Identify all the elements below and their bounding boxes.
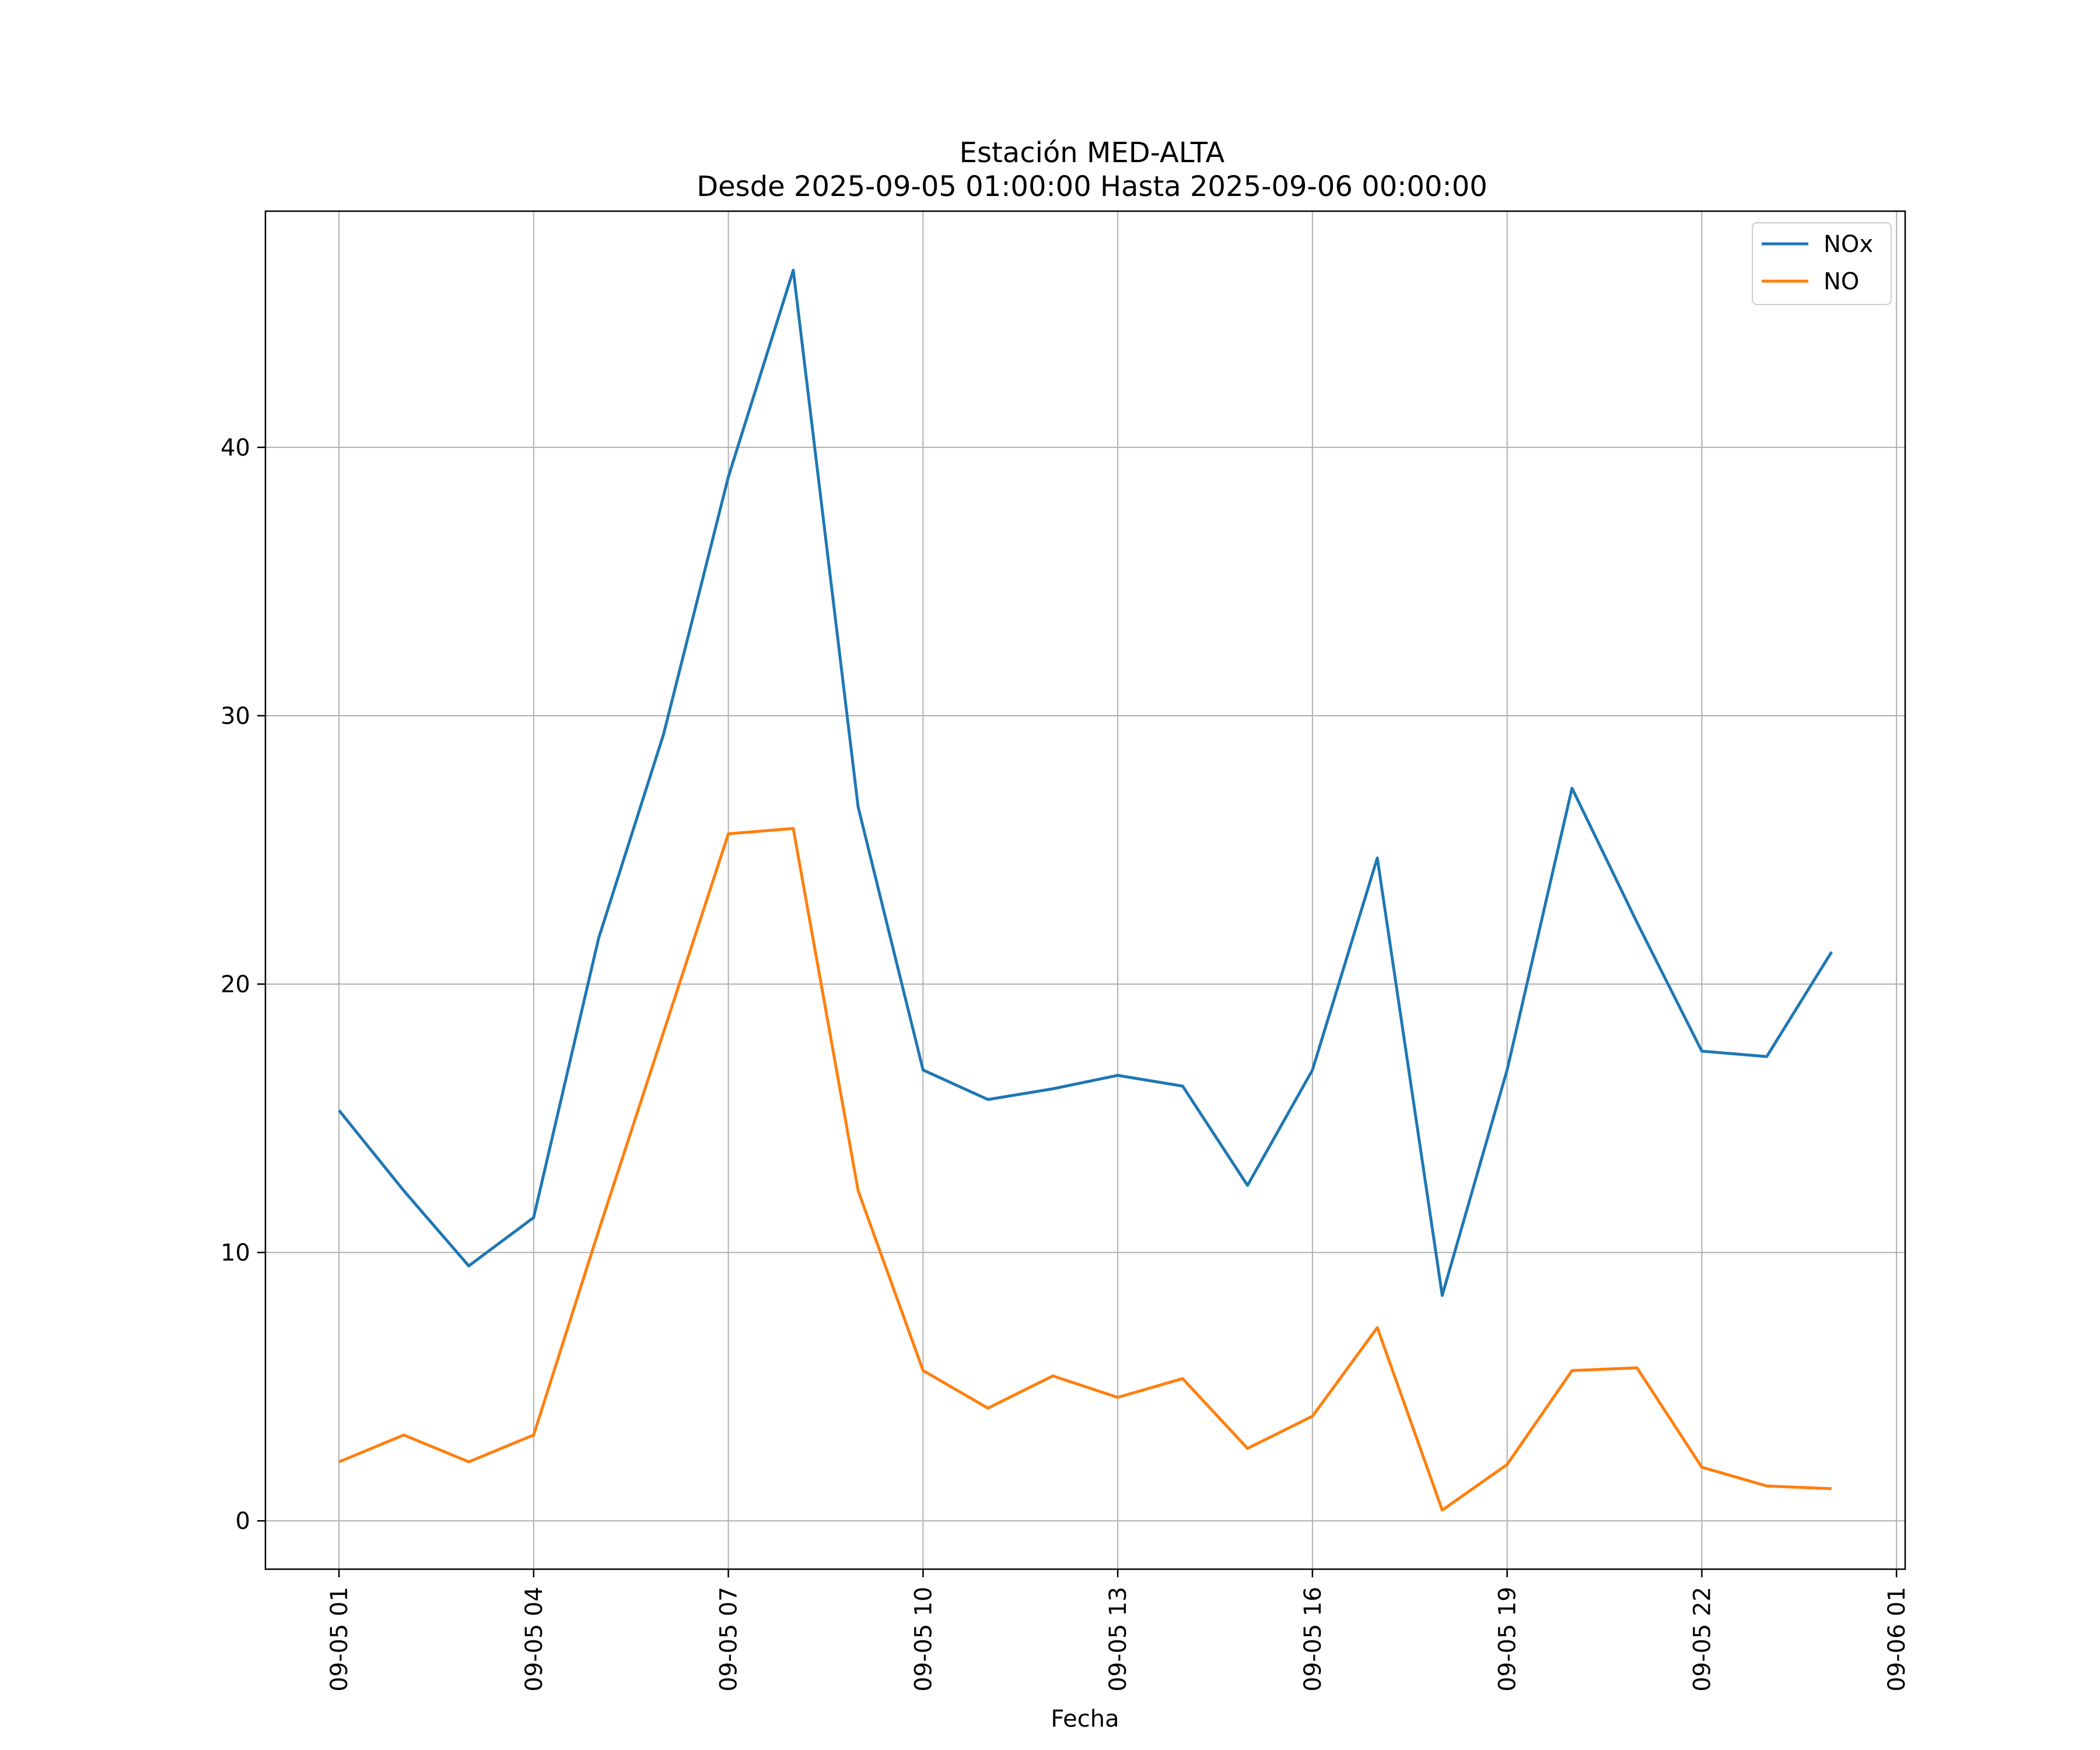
gridlines — [265, 211, 1905, 1569]
y-tick-label: 30 — [220, 703, 250, 730]
x-tick-label: 09-05 10 — [910, 1587, 937, 1692]
chart-title: Estación MED-ALTA — [960, 136, 1225, 169]
series-line-no — [338, 827, 1832, 1512]
y-tick-label: 20 — [220, 971, 250, 998]
x-tick-label: 09-05 22 — [1689, 1587, 1716, 1692]
plot-area — [265, 211, 1905, 1569]
y-axis-ticks: 0 10 20 30 40 — [220, 435, 265, 1535]
y-tick-label: 10 — [220, 1240, 250, 1266]
plot-frame — [264, 210, 1906, 1570]
series-line-nox — [338, 268, 1833, 1297]
x-tick-label: 09-05 04 — [521, 1587, 548, 1692]
x-tick-label: 09-06 01 — [1884, 1587, 1910, 1692]
x-tick-label: 09-05 13 — [1105, 1587, 1132, 1692]
legend-label-no: NO — [1824, 268, 1859, 295]
x-axis-label: Fecha — [1051, 1706, 1119, 1732]
y-tick-label: 40 — [220, 435, 250, 461]
legend: NOx NO — [1752, 222, 1892, 305]
x-tick-label: 09-05 07 — [716, 1587, 743, 1692]
x-tick-label: 09-05 16 — [1300, 1587, 1326, 1692]
x-tick-label: 09-05 01 — [326, 1587, 353, 1692]
chart-subtitle: Desde 2025-09-05 01:00:00 Hasta 2025-09-… — [696, 170, 1488, 203]
x-tick-label: 09-05 19 — [1494, 1587, 1521, 1692]
series-lines — [338, 268, 1833, 1512]
y-tick-label: 0 — [236, 1508, 250, 1535]
x-axis-ticks: 09-05 01 09-05 04 09-05 07 09-05 10 09-05 13… — [326, 1569, 1910, 1692]
legend-label-nox: NOx — [1824, 231, 1873, 258]
